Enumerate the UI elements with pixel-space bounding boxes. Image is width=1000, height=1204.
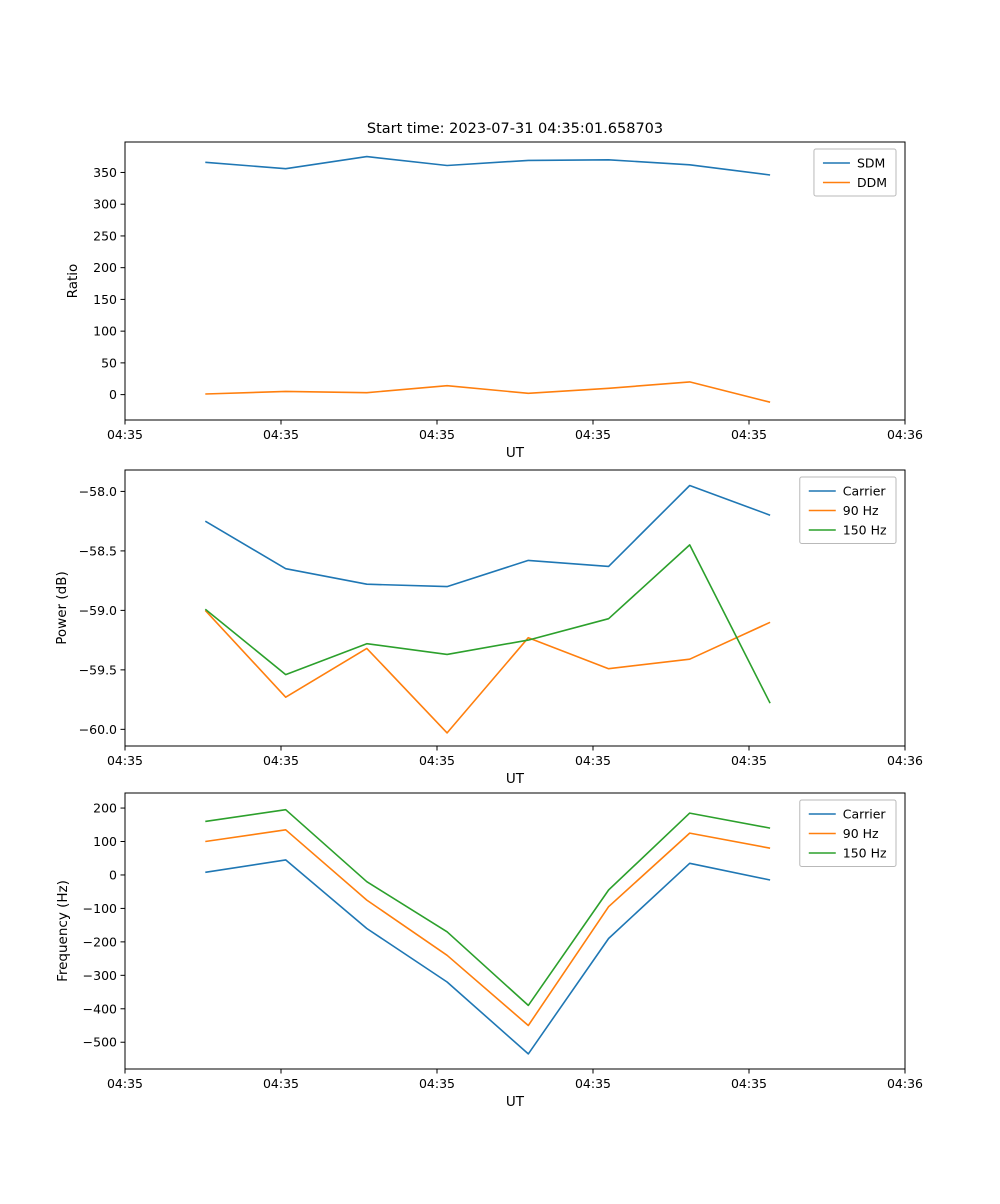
x-tick-label: 04:36 [887, 1076, 923, 1091]
y-tick-label: 150 [93, 292, 117, 307]
y-tick-label: −59.5 [79, 662, 117, 677]
sdm-line [205, 155, 771, 176]
x-tick-label: 04:35 [107, 1076, 143, 1091]
ddm-legend-label: DDM [857, 175, 887, 190]
90-hz-legend-label: 90 Hz [843, 826, 879, 841]
y-tick-label: 250 [93, 228, 117, 243]
y-tick-label: −100 [83, 901, 117, 916]
chart2-ylabel: Power (dB) [54, 571, 70, 644]
x-tick-label: 04:36 [887, 427, 923, 442]
x-tick-label: 04:36 [887, 753, 923, 768]
y-tick-label: −500 [83, 1035, 117, 1050]
legend: Carrier 90 Hz 150 Hz [799, 799, 897, 867]
x-tick-label: 04:35 [731, 1076, 767, 1091]
y-tick-label: 200 [93, 801, 117, 816]
figure-title: Start time: 2023-07-31 04:35:01.658703 [367, 121, 663, 137]
legend-box [813, 148, 897, 197]
legend: SDM DDM [813, 148, 897, 197]
legend-box [799, 799, 897, 867]
y-tick-label: 0 [109, 867, 117, 882]
ddm-line [205, 381, 771, 403]
sdm-legend-label: SDM [857, 156, 885, 171]
150-hz-legend-label: 150 Hz [843, 523, 887, 538]
chart2-xlabel: UT [506, 771, 525, 787]
90-hz-line [204, 609, 771, 734]
x-tick-label: 04:35 [419, 753, 455, 768]
150-hz-line [205, 808, 771, 1007]
150-hz-legend-label: 150 Hz [843, 846, 887, 861]
x-tick-label: 04:35 [263, 427, 299, 442]
x-tick-label: 04:35 [731, 427, 767, 442]
chart3-ylabel: Frequency (Hz) [55, 880, 71, 982]
y-tick-label: −200 [83, 934, 117, 949]
x-tick-label: 04:35 [575, 427, 611, 442]
y-tick-label: −59.0 [79, 603, 117, 618]
150-hz-line [204, 544, 771, 704]
y-tick-label: 200 [93, 260, 117, 275]
plot-border [124, 469, 906, 747]
y-tick-label: −58.5 [79, 543, 117, 558]
legend-box [799, 476, 897, 544]
y-tick-label: 350 [93, 165, 117, 180]
chart1-ylabel: Ratio [65, 264, 81, 299]
x-tick-label: 04:35 [419, 1076, 455, 1091]
carrier-line [205, 859, 771, 1055]
x-tick-label: 04:35 [107, 753, 143, 768]
plot-border [124, 792, 906, 1070]
y-tick-label: −60.0 [79, 722, 117, 737]
chart3-xlabel: UT [506, 1094, 525, 1110]
x-tick-label: 04:35 [263, 753, 299, 768]
x-tick-label: 04:35 [731, 753, 767, 768]
chart1-xlabel: UT [506, 445, 525, 461]
x-tick-label: 04:35 [263, 1076, 299, 1091]
y-tick-label: −300 [83, 968, 117, 983]
90-hz-line [205, 828, 771, 1027]
x-tick-label: 04:35 [575, 753, 611, 768]
x-tick-label: 04:35 [575, 1076, 611, 1091]
y-tick-label: −400 [83, 1001, 117, 1016]
y-tick-label: 0 [109, 387, 117, 402]
y-tick-label: 100 [93, 324, 117, 339]
legend: Carrier 90 Hz 150 Hz [799, 476, 897, 544]
90-hz-legend-label: 90 Hz [843, 503, 879, 518]
plot-border [124, 141, 906, 421]
y-tick-label: −58.0 [79, 484, 117, 499]
carrier-line [204, 484, 771, 588]
x-tick-label: 04:35 [419, 427, 455, 442]
y-tick-label: 300 [93, 197, 117, 212]
chart-power: −60.0 −59.5 −59.0 −58.5 −58.0 04:35 04:35 04:35… [79, 469, 923, 768]
chart-frequency: −500 −400 −300 −200 −100 0 100 200 04:35 04:35 04:… [83, 792, 923, 1091]
carrier-legend-label: Carrier [843, 484, 887, 499]
y-tick-label: 100 [93, 834, 117, 849]
y-tick-label: 50 [101, 355, 117, 370]
x-tick-label: 04:35 [107, 427, 143, 442]
chart-ratio: 0 50 100 150 200 250 300 350 04:35 04:35 04:35 04:3… [93, 141, 923, 442]
carrier-legend-label: Carrier [843, 807, 887, 822]
